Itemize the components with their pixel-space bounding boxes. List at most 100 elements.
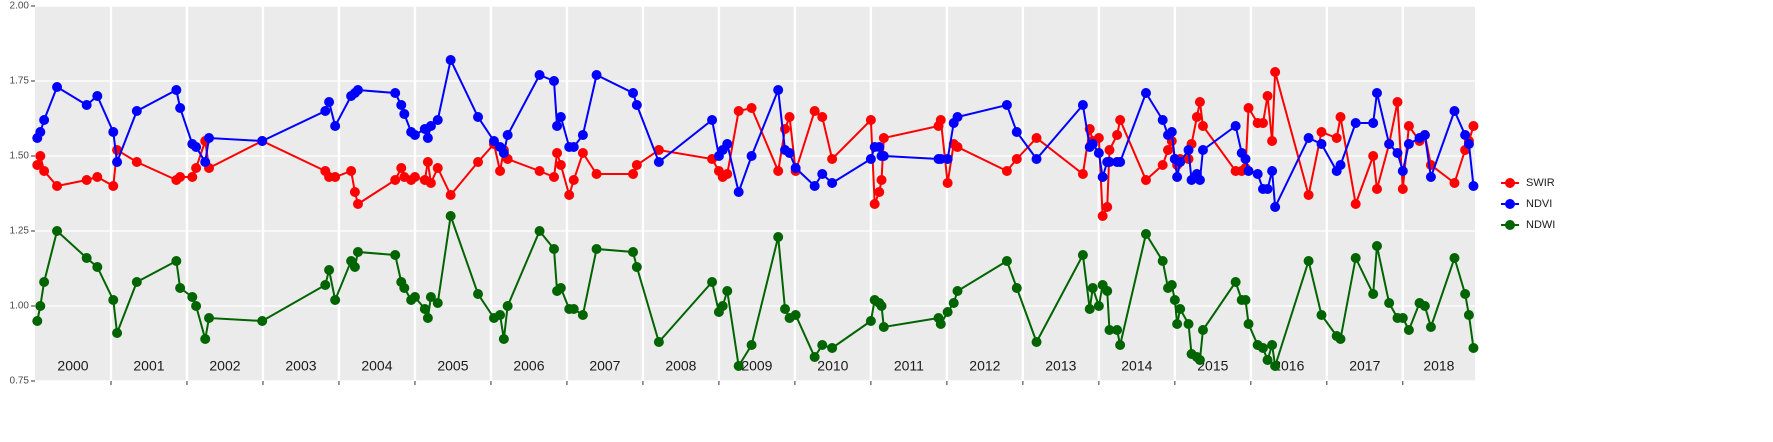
point xyxy=(1112,130,1123,140)
y-tick-label: 1.25 xyxy=(10,226,30,237)
point xyxy=(773,85,784,95)
point xyxy=(92,262,103,272)
point xyxy=(1157,256,1168,266)
point xyxy=(1197,121,1208,131)
point xyxy=(1001,256,1012,266)
point xyxy=(1303,190,1314,200)
point xyxy=(1468,343,1479,353)
point xyxy=(1403,139,1414,149)
point xyxy=(1166,127,1177,137)
point xyxy=(628,88,639,98)
point xyxy=(780,304,791,314)
point xyxy=(1194,175,1205,185)
point xyxy=(1368,151,1379,161)
point xyxy=(1140,175,1151,185)
point xyxy=(1463,139,1474,149)
point xyxy=(876,301,887,311)
point xyxy=(1331,133,1342,143)
point xyxy=(1403,121,1414,131)
year-label: 2010 xyxy=(817,358,848,374)
point xyxy=(92,91,103,101)
point xyxy=(878,151,889,161)
point xyxy=(1397,184,1408,194)
point xyxy=(1031,133,1042,143)
point xyxy=(320,106,331,116)
point xyxy=(445,190,456,200)
year-label: 2000 xyxy=(57,358,88,374)
point xyxy=(874,142,885,152)
point xyxy=(948,298,959,308)
point xyxy=(1460,289,1471,299)
year-label: 2004 xyxy=(361,358,392,374)
point xyxy=(200,334,211,344)
point xyxy=(425,121,436,131)
point xyxy=(817,169,828,179)
point xyxy=(1097,211,1108,221)
point xyxy=(591,70,602,80)
point xyxy=(1140,88,1151,98)
point xyxy=(409,172,420,182)
point xyxy=(722,169,733,179)
point xyxy=(827,154,838,164)
point xyxy=(1350,118,1361,128)
point xyxy=(131,157,142,167)
point xyxy=(628,169,639,179)
point xyxy=(1172,319,1183,329)
point xyxy=(1449,253,1460,263)
point xyxy=(1397,313,1408,323)
year-label: 2011 xyxy=(894,358,924,374)
point xyxy=(1262,91,1273,101)
point xyxy=(498,334,509,344)
point xyxy=(733,361,744,371)
point xyxy=(717,301,728,311)
point xyxy=(707,277,718,287)
point xyxy=(81,100,92,110)
point xyxy=(108,181,119,191)
point xyxy=(1115,157,1126,167)
point xyxy=(865,115,876,125)
point xyxy=(1194,355,1205,365)
point xyxy=(92,172,103,182)
point xyxy=(409,130,420,140)
point xyxy=(935,154,946,164)
point xyxy=(1463,310,1474,320)
point xyxy=(1403,325,1414,335)
point xyxy=(1371,184,1382,194)
point xyxy=(488,136,499,146)
point xyxy=(1335,160,1346,170)
point xyxy=(1371,241,1382,251)
point xyxy=(35,301,46,311)
point xyxy=(809,352,820,362)
point xyxy=(473,112,484,122)
point xyxy=(1335,112,1346,122)
point xyxy=(733,106,744,116)
point xyxy=(1243,166,1254,176)
point xyxy=(1115,340,1126,350)
point xyxy=(952,112,963,122)
point xyxy=(432,298,443,308)
year-label: 2002 xyxy=(209,358,240,374)
point xyxy=(171,85,182,95)
point xyxy=(952,286,963,296)
point xyxy=(653,337,664,347)
point xyxy=(1183,145,1194,155)
point xyxy=(1267,136,1278,146)
point xyxy=(827,178,838,188)
point xyxy=(746,151,757,161)
point xyxy=(935,319,946,329)
point xyxy=(722,139,733,149)
point xyxy=(330,295,341,305)
point xyxy=(422,313,433,323)
point xyxy=(1011,154,1022,164)
point xyxy=(1169,295,1180,305)
point xyxy=(187,172,198,182)
point xyxy=(1270,67,1281,77)
point xyxy=(1172,172,1183,182)
point xyxy=(1384,139,1395,149)
point xyxy=(191,142,202,152)
point xyxy=(1316,127,1327,137)
point xyxy=(473,289,484,299)
point xyxy=(564,190,575,200)
point xyxy=(1157,115,1168,125)
point xyxy=(707,115,718,125)
